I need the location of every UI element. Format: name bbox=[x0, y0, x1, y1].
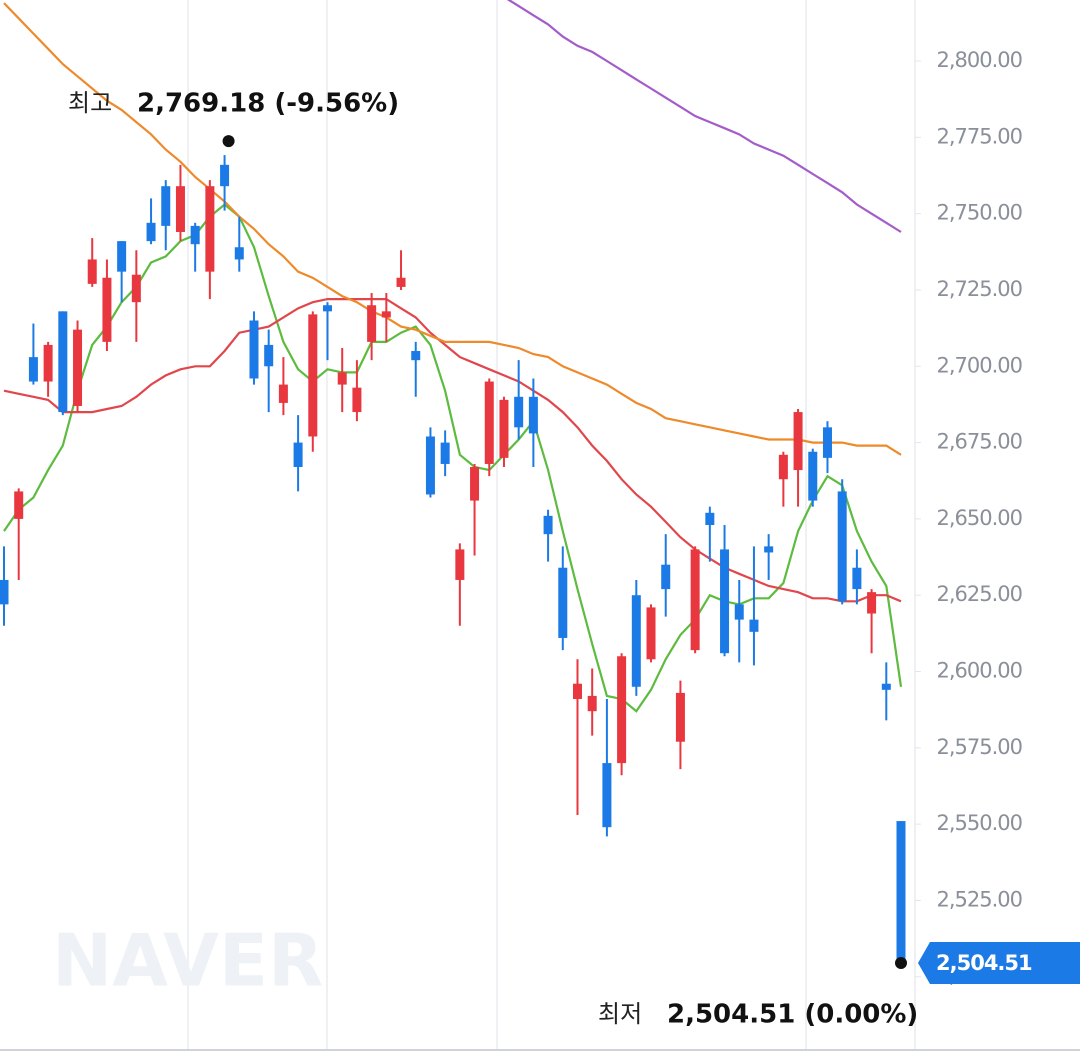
candle-body bbox=[87, 259, 97, 284]
candle-body bbox=[572, 683, 582, 699]
candle-body bbox=[220, 164, 230, 187]
candle-body bbox=[249, 320, 259, 379]
candle-body bbox=[749, 619, 759, 632]
candle-body bbox=[514, 396, 524, 428]
candle-body bbox=[734, 604, 744, 620]
price-tag-label: 2,504.51 bbox=[936, 951, 1032, 975]
y-axis: 2,500.002,525.002,550.002,575.002,600.00… bbox=[915, 48, 1023, 988]
high-value: 2,769.18 (-9.56%) bbox=[137, 89, 399, 119]
candle-body bbox=[161, 186, 171, 226]
candle-body bbox=[764, 546, 774, 553]
candle-body bbox=[131, 274, 141, 303]
candle-body bbox=[425, 436, 435, 495]
watermark: NAVER bbox=[52, 919, 323, 1003]
price-tag bbox=[918, 941, 1080, 984]
moving-average-line bbox=[506, 0, 902, 233]
candle-body bbox=[631, 595, 641, 687]
candle-body bbox=[881, 683, 891, 690]
annotations: 최고 2,769.18 (-9.56%) 최저 2,504.51 (0.00%) 2,5… bbox=[68, 89, 1080, 1030]
candle-body bbox=[528, 396, 538, 434]
y-tick-label: 2,775.00 bbox=[936, 124, 1022, 148]
moving-average-line bbox=[3, 203, 903, 713]
moving-average-line bbox=[3, 2, 902, 456]
candle-body bbox=[793, 412, 803, 471]
candle-body bbox=[558, 567, 568, 638]
candle-body bbox=[470, 467, 480, 501]
candle-body bbox=[602, 763, 612, 828]
y-tick-label: 2,625.00 bbox=[936, 582, 1022, 606]
candle-body bbox=[837, 491, 847, 602]
y-tick-label: 2,600.00 bbox=[936, 659, 1022, 683]
candle-body bbox=[690, 549, 700, 651]
candle-body bbox=[190, 225, 200, 245]
candle-body bbox=[0, 579, 9, 605]
candle-body bbox=[352, 387, 362, 413]
candle-body bbox=[278, 384, 288, 403]
y-tick-label: 2,725.00 bbox=[936, 277, 1022, 301]
candle-body bbox=[58, 311, 68, 413]
low-label: 최저 bbox=[598, 1000, 642, 1028]
candle-body bbox=[675, 692, 685, 742]
candle-body bbox=[720, 549, 730, 654]
candle-body bbox=[411, 351, 421, 361]
candle-body bbox=[117, 241, 127, 272]
y-tick-label: 2,550.00 bbox=[936, 811, 1022, 835]
candle-body bbox=[337, 372, 347, 385]
candle-body bbox=[852, 567, 862, 590]
candle-body bbox=[102, 277, 112, 342]
candle-body bbox=[822, 427, 832, 458]
y-tick-label: 2,650.00 bbox=[936, 506, 1022, 530]
candle-body bbox=[73, 329, 83, 406]
candle-body bbox=[367, 305, 377, 342]
candle-body bbox=[234, 247, 244, 260]
y-tick-label: 2,525.00 bbox=[936, 887, 1022, 911]
candle-body bbox=[323, 305, 333, 312]
candle-body bbox=[705, 512, 715, 525]
candle-body bbox=[661, 564, 671, 590]
candle-body bbox=[867, 592, 877, 614]
candle-body bbox=[293, 442, 303, 468]
candle-body bbox=[499, 399, 509, 458]
high-marker bbox=[222, 135, 235, 148]
y-tick-label: 2,750.00 bbox=[936, 201, 1022, 225]
candle-body bbox=[617, 656, 627, 764]
candle-body bbox=[175, 186, 185, 232]
candle-body bbox=[381, 311, 391, 318]
candle-body bbox=[28, 357, 38, 382]
candle-body bbox=[808, 451, 818, 501]
candle-body bbox=[587, 695, 597, 712]
candles bbox=[0, 155, 906, 963]
candle-body bbox=[646, 607, 656, 660]
candle-body bbox=[484, 381, 494, 464]
low-marker bbox=[895, 956, 907, 969]
moving-average-line bbox=[3, 298, 902, 603]
candle-body bbox=[778, 454, 788, 480]
candle-body bbox=[396, 277, 406, 287]
y-tick-label: 2,675.00 bbox=[936, 430, 1022, 454]
y-tick-label: 2,800.00 bbox=[936, 48, 1022, 72]
candle-body bbox=[205, 186, 215, 272]
high-label: 최고 bbox=[68, 89, 112, 117]
candle-body bbox=[455, 549, 465, 580]
candle-body bbox=[896, 821, 906, 963]
candle-body bbox=[43, 344, 53, 382]
moving-averages bbox=[3, 0, 903, 713]
candle-body bbox=[543, 515, 553, 535]
vertical-separators bbox=[187, 0, 916, 1050]
y-tick-label: 2,575.00 bbox=[936, 735, 1022, 759]
candle-body bbox=[264, 344, 274, 367]
candle-body bbox=[14, 491, 24, 519]
candle-body bbox=[308, 314, 318, 437]
candle-body bbox=[146, 222, 156, 242]
candle-body bbox=[440, 442, 450, 464]
low-value: 2,504.51 (0.00%) bbox=[667, 1000, 918, 1030]
y-tick-label: 2,700.00 bbox=[936, 353, 1022, 377]
